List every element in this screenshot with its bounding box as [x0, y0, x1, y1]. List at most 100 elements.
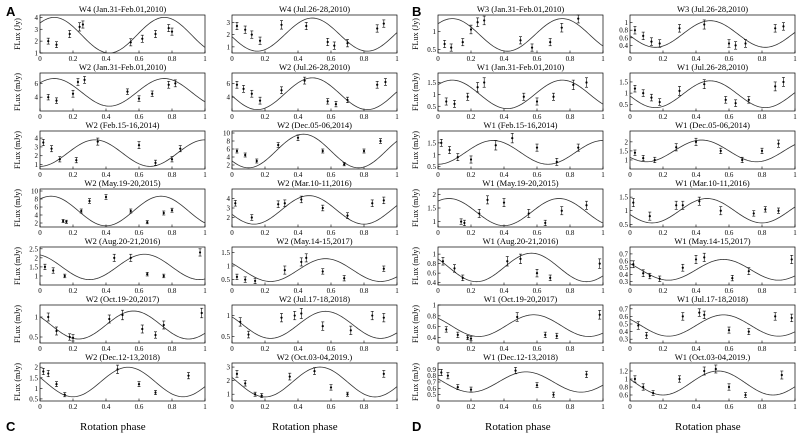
data-point	[112, 253, 116, 262]
x-tick-label: 0.2	[69, 287, 78, 295]
y-axis-label: FLux (Jy)	[411, 18, 420, 50]
panel-title: W2 (Dec.12-13,2018)	[85, 352, 160, 362]
x-tick-label: 0.8	[758, 113, 767, 121]
data-point	[46, 94, 50, 101]
data-point	[519, 36, 522, 45]
data-point	[375, 80, 379, 89]
y-tick-label: 0.9	[427, 366, 436, 374]
x-tick-label: 0.6	[533, 55, 542, 63]
x-tick-label: 0.8	[360, 287, 369, 295]
x-tick-label: 0	[436, 113, 440, 121]
y-axis-label: FLux (mJy)	[411, 131, 420, 169]
data-point	[747, 267, 751, 275]
data-point	[734, 41, 738, 50]
data-point	[321, 204, 325, 212]
data-point	[63, 392, 67, 398]
x-tick-label: 0.4	[500, 403, 509, 411]
model-curve	[231, 17, 398, 52]
panel-title: W1 (Jan.31-Feb.01,2010)	[477, 62, 565, 72]
x-tick-label: 0.4	[692, 55, 701, 63]
y-tick-label: 2	[227, 214, 231, 222]
data-point	[321, 148, 325, 154]
x-tick-label: 0.4	[102, 113, 111, 121]
data-point	[170, 207, 174, 213]
data-point	[154, 159, 157, 166]
data-point	[253, 391, 257, 397]
x-tick-label: 1	[601, 403, 605, 411]
model-curve	[437, 140, 604, 165]
data-point	[154, 390, 157, 395]
data-point	[140, 34, 144, 43]
data-point	[383, 78, 387, 86]
data-point	[154, 331, 157, 339]
data-point	[129, 38, 133, 47]
x-tick-label: 0.8	[566, 171, 575, 179]
panel-title: W1 (Aug.20-21,2016)	[483, 236, 559, 246]
data-point	[375, 24, 379, 33]
x-tick-label: 0.4	[294, 55, 303, 63]
data-point	[41, 367, 45, 375]
light-curve-panel: W1 (Oct.19-20,2017) 0.4 0.6 0.8 1 FLux (mJy) 0…	[411, 294, 605, 353]
data-point	[469, 336, 473, 342]
x-tick-label: 0.4	[294, 403, 303, 411]
light-curve-panel: W4 (Jul.26-28,2010) 1 2 3 0 0.2 0.4 0.6 0.8 1	[227, 4, 400, 63]
y-tick-label: 0.4	[427, 279, 436, 287]
data-point	[129, 208, 133, 214]
x-tick-label: 1	[395, 55, 399, 63]
data-point	[283, 265, 287, 275]
model-curve	[629, 259, 796, 281]
data-point	[469, 386, 473, 393]
x-tick-label: 0.2	[261, 403, 270, 411]
x-tick-label: 1	[203, 171, 207, 179]
data-point	[370, 199, 374, 207]
data-point	[681, 200, 685, 210]
panel-title: W2 (Feb.15-16,2014)	[86, 120, 160, 130]
x-tick-label: 0.4	[692, 229, 701, 237]
y-tick-label: 4	[35, 94, 39, 102]
y-tick-label: 6	[35, 204, 39, 212]
data-point	[439, 139, 443, 147]
x-tick-label: 0.2	[69, 55, 78, 63]
x-tick-label: 0.2	[261, 171, 270, 179]
x-tick-label: 1	[203, 229, 207, 237]
y-tick-label: 1	[227, 43, 231, 51]
data-point	[250, 30, 254, 39]
y-tick-label: 1	[227, 312, 231, 320]
x-tick-label: 0.4	[294, 113, 303, 121]
y-tick-label: 1.5	[427, 139, 436, 147]
y-tick-label: 1.5	[619, 147, 628, 155]
plot-frame	[437, 14, 604, 54]
x-tick-label: 0.8	[758, 171, 767, 179]
y-tick-label: 10	[223, 130, 231, 138]
x-tick-label: 0.2	[659, 113, 668, 121]
data-point	[469, 24, 473, 35]
model-curve	[629, 314, 796, 337]
panel-title: W2 (Mar.10-11,2016)	[277, 178, 352, 188]
data-point	[466, 335, 470, 341]
y-tick-label: 1	[625, 19, 629, 27]
data-point	[727, 39, 731, 48]
light-curve-panel: W1 (May.14-15,2017)0.30.40.50.60.70 0.2 0.…	[619, 236, 797, 295]
panel-label-c: C	[6, 419, 16, 434]
panel-title: W2 (Jan.31-Feb.01,2010)	[79, 62, 167, 72]
y-tick-label: 8	[227, 138, 231, 146]
light-curve-panel: W2 (Oct.03-04,2019.) 1 2 3 0 0.2 0.4 0.6 0.8 1	[227, 352, 400, 411]
x-tick-label: 0.8	[360, 113, 369, 121]
y-tick-label: 1	[227, 263, 231, 271]
x-tick-label: 0.2	[261, 345, 270, 353]
data-point	[187, 372, 190, 380]
y-tick-label: 4	[35, 14, 39, 22]
data-point	[299, 308, 303, 319]
y-tick-label: 1.5	[427, 79, 436, 87]
data-point	[702, 366, 706, 376]
y-tick-label: 0.8	[427, 260, 436, 268]
data-point	[293, 311, 297, 321]
data-point	[346, 391, 349, 397]
x-tick-label: 0	[628, 229, 632, 237]
data-point	[321, 321, 325, 331]
data-point	[313, 367, 316, 375]
x-tick-label: 1	[395, 229, 399, 237]
